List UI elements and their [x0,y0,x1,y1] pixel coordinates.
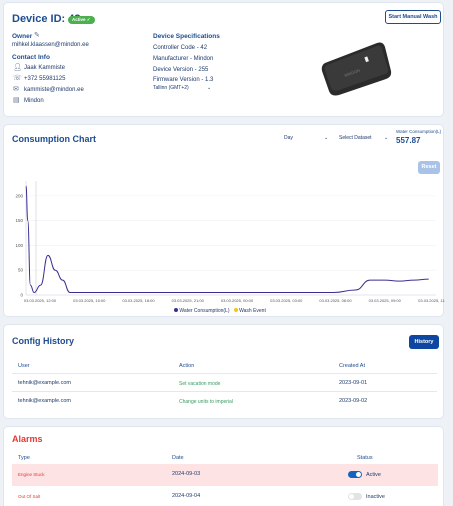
alarm-status-toggle[interactable] [348,471,362,478]
y-tick-label: 0 [20,293,23,298]
legend-label-wash[interactable]: Wash Event [239,308,266,314]
history-button[interactable]: History [409,335,439,349]
device-title: Device ID: 42 [12,13,81,25]
column-header-type: Type [18,455,30,461]
config-row-created: 2023-09-02 [339,398,368,404]
config-row-action: Set vacation mode [179,381,221,387]
x-tick-label: 03.03.2025, 09:00 [369,298,402,303]
y-tick-label: 50 [18,268,24,273]
x-tick-label: 03.03.2025, 12:00 [24,298,57,303]
timezone-value: Tallinn (GMT+2) [153,85,189,91]
x-tick-label: 03.03.2025, 18:00 [122,298,155,303]
consumption-card: Consumption Chart Day ⌄ Select Dataset ⌄… [3,124,445,317]
device-specs-label: Device Specifications [153,33,220,40]
column-header-created-at: Created At [339,363,365,369]
config-history-card: Config History History User Action Creat… [3,324,444,419]
column-header-user: User [18,363,30,369]
alarm-type: Out Of Salt [18,494,41,499]
owner-label: Owner [12,33,33,40]
spec-controller-code: Controller Code - 42 [153,45,208,51]
alarms-title: Alarms [12,434,43,444]
reset-button[interactable]: Reset [418,161,440,174]
x-tick-label: 03.03.2025, 00:00 [221,298,254,303]
x-tick-label: 03.03.2025, 15:00 [73,298,106,303]
config-history-title: Config History [12,336,74,346]
start-manual-wash-button[interactable]: Start Manual Wash [385,10,441,24]
spec-manufacturer: Manufacturer - Mindon [153,56,214,62]
alarm-date: 2024-09-04 [172,493,201,499]
x-tick-label: 03.03.2025, 21:00 [172,298,205,303]
range-select[interactable]: Day ⌄ [284,135,329,141]
config-row-user: tehnik@example.com [18,380,71,386]
person-icon: 👤︎ [13,64,22,71]
dataset-select-value: Select Dataset [339,135,372,141]
status-badge: Active ✓ [68,16,95,24]
y-tick-label: 200 [15,193,23,198]
edit-icon[interactable]: ✎ [34,32,40,39]
series-line-water-consumption [25,185,429,294]
column-header-action: Action [179,363,195,369]
alarm-status-toggle[interactable] [348,493,362,500]
chart-legend: Water Consumption(L) Wash Event [174,308,266,314]
column-header-status: Status [357,455,373,461]
range-select-value: Day [284,135,293,141]
device-image: MINDON [321,42,392,96]
dataset-select[interactable]: Select Dataset ⌄ [339,135,389,141]
device-logo-text: MINDON [344,68,361,78]
x-tick-label: 03.03.2025, 11:11 [418,298,445,303]
config-row-created: 2023-09-01 [339,380,368,386]
contact-email: kammiste@mindon.ee [24,87,84,93]
legend-swatch-wash [233,308,238,312]
contact-name: Jaak Kammiste [24,65,66,71]
owner-email: mihkel.klaassen@mindon.ee [12,42,89,48]
legend-swatch-consumption [174,308,178,312]
mail-icon: ✉ [13,86,19,93]
consumption-chart: 0 50 100 150 200 03.03.2025, 12:00 03.03.2025,… [15,181,445,303]
y-tick-label: 150 [15,218,23,223]
config-row-user: tehnik@example.com [18,398,71,404]
x-tick-label: 03.03.2025, 06:00 [319,298,352,303]
chevron-down-icon: ⌄ [324,135,329,141]
company-icon: ▤ [13,97,20,104]
contact-company: Mindon [24,98,44,104]
contact-info-label: Contact Info [12,54,50,61]
device-card: Device ID: 42 Active ✓ Start Manual Wash… [3,2,444,117]
x-tick-label: 03.03.2025, 03:00 [270,298,303,303]
column-header-date: Date [172,455,184,461]
alarm-row: Engine Stuck 2024-09-03 Active [12,464,438,486]
consumption-total-value: 557.87 [396,136,421,145]
legend-label-consumption[interactable]: Water Consumption(L) [179,308,230,314]
chevron-down-icon: ⌄ [207,85,212,91]
phone-icon: ☏ [13,75,22,82]
alarm-status-label: Inactive [366,494,385,500]
timezone-select[interactable]: Tallinn (GMT+2) ⌄ [153,85,213,91]
alarms-card: Alarms Type Date Status Engine Stuck 202… [3,426,444,506]
contact-phone: +372 55981125 [24,76,66,82]
config-row-action: Change units to imperial [179,399,233,405]
consumption-total-label: Water Consumption(L) [396,129,442,134]
consumption-title: Consumption Chart [12,134,96,144]
spec-device-version: Device Version - 255 [153,67,209,73]
alarm-status-label: Active [366,472,381,478]
spec-firmware-version: Firmware Version - 1.3 [153,77,214,83]
chevron-down-icon: ⌄ [384,135,389,141]
alarm-date: 2024-09-03 [172,471,201,477]
y-tick-label: 100 [15,243,23,248]
alarm-type: Engine Stuck [18,472,45,477]
